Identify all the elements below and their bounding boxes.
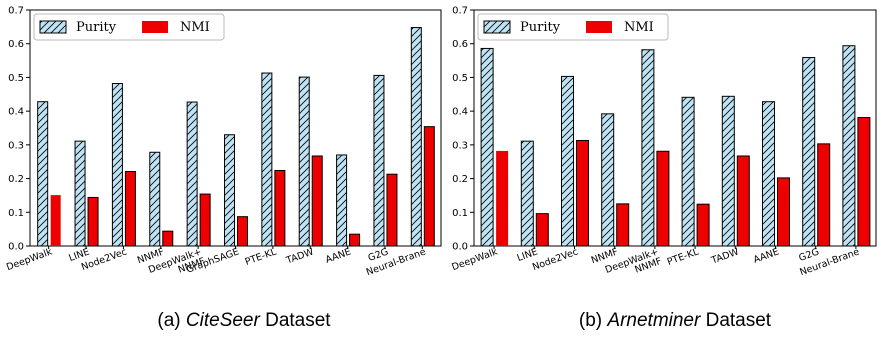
- caption-dataset-name: CiteSeer: [185, 310, 260, 331]
- legend: Purity NMI: [477, 13, 669, 41]
- nmi-bar: [535, 213, 549, 247]
- nmi-bar: [349, 233, 361, 247]
- y-tick-label: 0.2: [8, 174, 24, 185]
- legend-frame: [477, 13, 669, 41]
- purity-bar: [111, 82, 123, 247]
- legend: Purity NMI: [33, 13, 225, 41]
- purity-bar: [74, 140, 86, 247]
- caption-prefix: (a): [157, 310, 186, 331]
- nmi-bar: [386, 173, 398, 247]
- purity-bar: [149, 151, 161, 247]
- purity-bar: [762, 101, 775, 247]
- nmi-bar: [50, 195, 61, 246]
- caption-suffix: Dataset: [259, 310, 331, 331]
- purity-bar: [641, 49, 655, 247]
- nmi-bar: [199, 193, 211, 247]
- nmi-bar: [311, 155, 323, 247]
- x-tick-label: AANE: [752, 246, 781, 265]
- y-tick-label: 0.7: [8, 6, 24, 17]
- y-tick-label: 0.6: [452, 39, 468, 50]
- nmi-bar: [162, 230, 174, 247]
- nmi-bar: [274, 169, 286, 247]
- legend-swatch-nmi: [142, 21, 168, 33]
- purity-bar: [842, 45, 856, 247]
- purity-bar: [186, 101, 198, 247]
- legend-swatch-nmi: [586, 21, 612, 33]
- caption-dataset-name: Arnetminer: [607, 310, 701, 331]
- purity-bar: [373, 74, 385, 247]
- purity-bar: [261, 72, 273, 247]
- legend-swatch-purity: [39, 20, 67, 34]
- x-tick-label: TADW: [284, 246, 316, 267]
- nmi-bar: [124, 170, 136, 247]
- nmi-bar: [817, 143, 831, 247]
- purity-bar: [336, 154, 348, 247]
- legend-label-nmi: NMI: [624, 20, 654, 35]
- y-tick-label: 0.0: [452, 242, 468, 253]
- nmi-bar: [857, 117, 871, 247]
- nmi-bar: [616, 203, 630, 247]
- plot-frame: [473, 9, 877, 247]
- y-tick-label: 0.7: [452, 6, 468, 17]
- y-tick-label: 0.4: [8, 107, 24, 118]
- purity-bar: [721, 95, 735, 247]
- caption-citeseer: (a) CiteSeer Dataset: [34, 310, 454, 332]
- y-tick-label: 0.5: [452, 73, 468, 84]
- caption-prefix: (b): [578, 310, 608, 331]
- y-tick-label: 0.5: [8, 73, 24, 84]
- legend-label-purity: Purity: [520, 20, 561, 35]
- nmi-bar: [423, 126, 435, 247]
- y-tick-label: 0.0: [8, 242, 24, 253]
- legend-swatch-purity: [483, 20, 511, 34]
- purity-bar: [561, 75, 574, 247]
- purity-bar: [802, 57, 816, 247]
- nmi-bar: [576, 139, 589, 247]
- purity-bar: [37, 101, 49, 247]
- purity-bar: [520, 140, 534, 247]
- nmi-bar: [87, 196, 99, 247]
- x-tick-label: TADW: [709, 246, 741, 267]
- purity-bar: [480, 47, 494, 247]
- nmi-bar: [777, 177, 790, 247]
- y-tick-label: 0.6: [8, 39, 24, 50]
- y-tick-label: 0.3: [452, 140, 468, 151]
- nmi-bar: [496, 150, 509, 246]
- x-tick-label: Node2Vec: [531, 246, 580, 273]
- purity-bar: [681, 96, 695, 247]
- x-tick-label: PTE-KL: [666, 246, 701, 268]
- x-tick-label: PTE-KL: [244, 246, 279, 268]
- legend-label-purity: Purity: [76, 20, 117, 35]
- purity-bar: [298, 76, 310, 247]
- caption-arnetminer: (b) Arnetminer Dataset: [465, 310, 885, 332]
- legend-frame: [33, 13, 225, 41]
- y-tick-label: 0.3: [8, 140, 24, 151]
- purity-bar: [601, 113, 615, 247]
- nmi-bar: [696, 203, 710, 247]
- y-tick-label: 0.2: [452, 174, 468, 185]
- purity-bar: [224, 134, 235, 247]
- nmi-bar: [656, 150, 670, 247]
- y-tick-label: 0.4: [452, 107, 468, 118]
- caption-suffix: Dataset: [700, 310, 772, 331]
- nmi-bar: [237, 216, 248, 247]
- y-tick-label: 0.1: [8, 208, 24, 219]
- nmi-bar: [736, 155, 750, 247]
- x-tick-label: AANE: [324, 246, 353, 265]
- legend-label-nmi: NMI: [180, 20, 210, 35]
- purity-bar: [410, 27, 422, 247]
- y-tick-label: 0.1: [452, 208, 468, 219]
